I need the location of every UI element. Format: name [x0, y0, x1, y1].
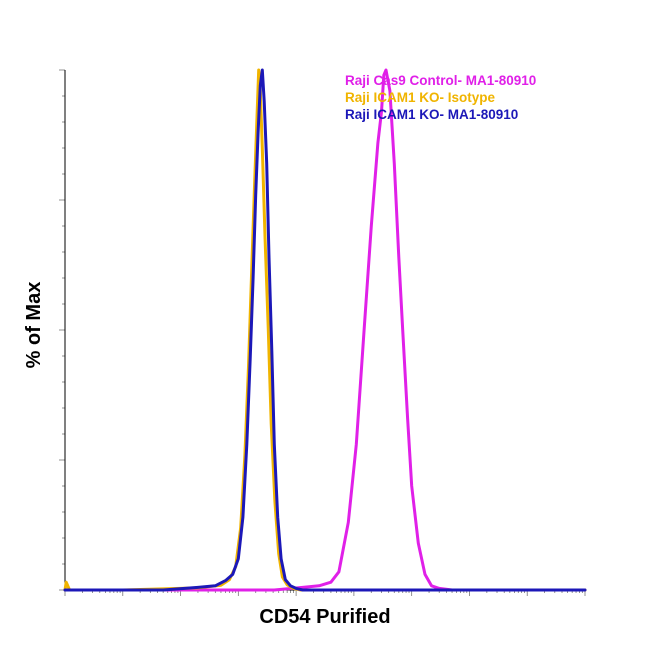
x-axis-title: CD54 Purified	[259, 606, 390, 628]
legend-entry-2: Raji ICAM1 KO- Isotype	[345, 90, 496, 105]
y-axis-ticks	[59, 69, 65, 591]
series-layer	[63, 68, 587, 592]
series-line-2	[63, 68, 587, 592]
legend-entry-3: Raji ICAM1 KO- MA1-80910	[345, 107, 518, 122]
legend: Raji Cas9 Control- MA1-80910 Raji ICAM1 K…	[345, 73, 536, 122]
series-line-1	[63, 68, 587, 592]
y-axis-title: % of Max	[23, 282, 45, 369]
legend-entry-1: Raji Cas9 Control- MA1-80910	[345, 73, 536, 88]
series-line-3	[63, 68, 587, 592]
